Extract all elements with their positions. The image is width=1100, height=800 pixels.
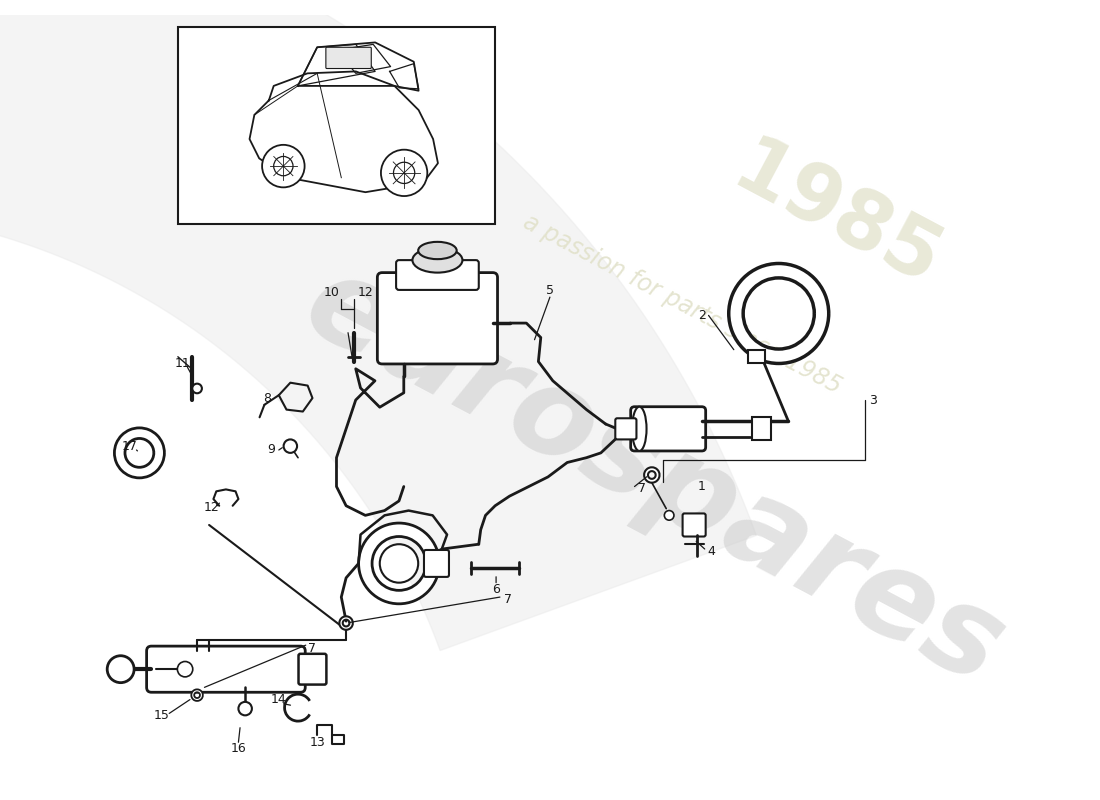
Bar xyxy=(748,350,766,363)
Text: 1985: 1985 xyxy=(719,130,954,304)
Polygon shape xyxy=(0,0,757,650)
FancyBboxPatch shape xyxy=(298,654,327,685)
Text: 16: 16 xyxy=(231,742,246,754)
Text: 8: 8 xyxy=(263,391,272,405)
Text: 1: 1 xyxy=(697,480,706,493)
Circle shape xyxy=(192,384,202,394)
FancyBboxPatch shape xyxy=(326,47,372,69)
Ellipse shape xyxy=(418,242,456,259)
Text: 4: 4 xyxy=(707,546,715,558)
FancyBboxPatch shape xyxy=(615,418,637,439)
Text: 15: 15 xyxy=(154,709,169,722)
Text: 11: 11 xyxy=(175,357,190,370)
Ellipse shape xyxy=(632,406,647,451)
Circle shape xyxy=(284,439,297,453)
Text: 12: 12 xyxy=(204,501,219,514)
Text: 7: 7 xyxy=(504,594,512,606)
Text: 6: 6 xyxy=(492,583,500,596)
Circle shape xyxy=(274,157,293,176)
Text: 2: 2 xyxy=(697,309,706,322)
Circle shape xyxy=(381,150,427,196)
Circle shape xyxy=(379,544,418,582)
Text: 17: 17 xyxy=(122,440,138,453)
Circle shape xyxy=(239,702,252,715)
Text: 7: 7 xyxy=(638,482,646,495)
FancyBboxPatch shape xyxy=(396,260,478,290)
Text: 14: 14 xyxy=(271,694,287,706)
Ellipse shape xyxy=(412,248,462,273)
FancyBboxPatch shape xyxy=(377,273,497,364)
Text: 3: 3 xyxy=(869,394,877,406)
Circle shape xyxy=(664,510,674,520)
Text: 10: 10 xyxy=(323,286,340,299)
FancyBboxPatch shape xyxy=(630,406,706,451)
Circle shape xyxy=(262,145,305,187)
FancyBboxPatch shape xyxy=(683,514,706,537)
Text: 13: 13 xyxy=(309,736,326,749)
Bar xyxy=(178,27,495,224)
Circle shape xyxy=(394,162,415,183)
Text: 7: 7 xyxy=(308,642,317,654)
FancyBboxPatch shape xyxy=(424,550,449,577)
FancyBboxPatch shape xyxy=(146,646,305,692)
Text: a passion for parts since 1985: a passion for parts since 1985 xyxy=(519,210,846,398)
Circle shape xyxy=(177,662,192,677)
Text: eurospares: eurospares xyxy=(285,244,1022,710)
Circle shape xyxy=(107,656,134,682)
Text: 12: 12 xyxy=(358,286,373,299)
Bar xyxy=(751,418,771,440)
Text: 5: 5 xyxy=(546,284,554,297)
Text: 9: 9 xyxy=(267,443,275,457)
